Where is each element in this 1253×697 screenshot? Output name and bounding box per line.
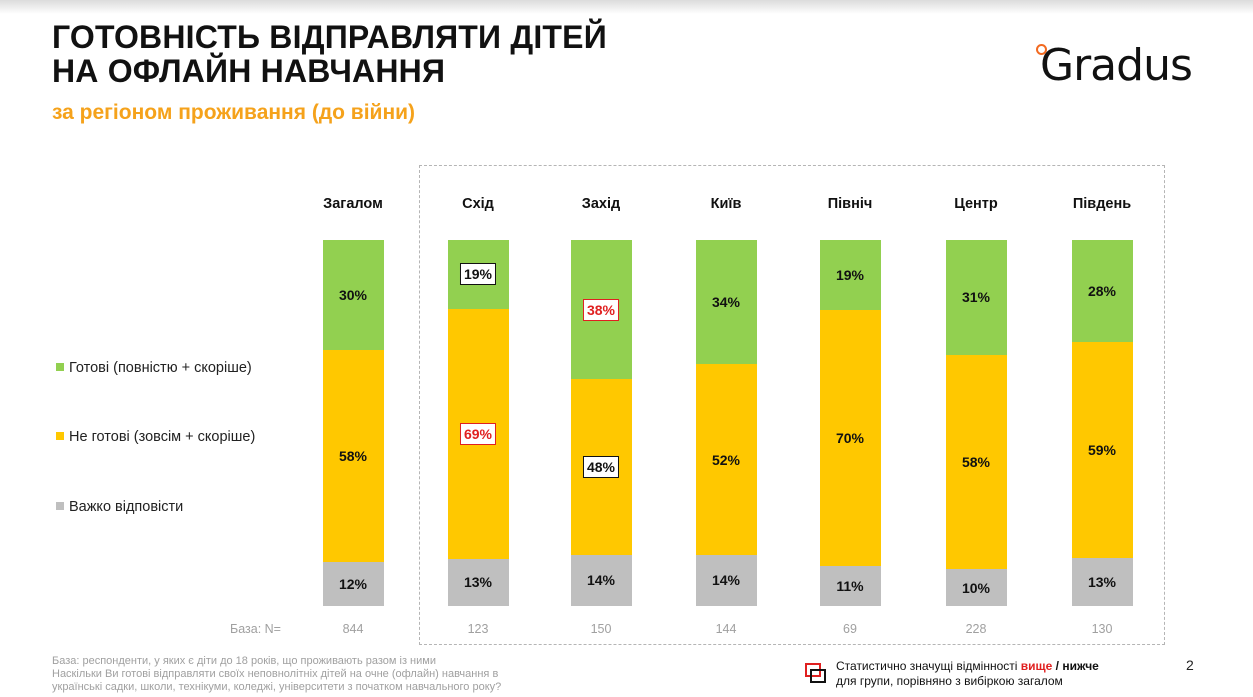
data-label: 52%	[711, 451, 741, 468]
footnote-line-2: Наскільки Ви готові відправляти своїх не…	[52, 668, 499, 680]
data-label: 58%	[961, 453, 991, 470]
data-label: 14%	[711, 572, 741, 589]
data-label: 13%	[1087, 574, 1117, 591]
category-label: Центр	[954, 196, 998, 212]
data-label: 28%	[1087, 283, 1117, 300]
bar-segment	[819, 565, 881, 606]
bar-segment	[447, 558, 509, 606]
bar-segment	[695, 364, 757, 555]
sig-lower: нижче	[1062, 659, 1099, 673]
category-label: Південь	[1072, 196, 1132, 212]
bar-segment	[1071, 342, 1133, 559]
gradus-logo: Gradus	[1040, 40, 1193, 91]
bar-segment	[322, 349, 384, 563]
footnote-line-3: українські садки, школи, технікуми, коле…	[52, 681, 502, 693]
data-label: 13%	[463, 574, 493, 591]
data-label: 70%	[835, 429, 865, 446]
sig-sep: /	[1052, 659, 1063, 673]
bar-segment	[945, 240, 1007, 355]
data-label: 14%	[586, 572, 616, 589]
page-title: ГОТОВНІСТЬ ВІДПРАВЛЯТИ ДІТЕЙ НА ОФЛАЙН Н…	[52, 20, 607, 88]
base-value: 130	[1091, 622, 1113, 636]
bar-segment	[819, 309, 881, 566]
data-label: 11%	[836, 577, 864, 594]
data-label: 19%	[459, 263, 497, 286]
legend-label: Готові (повністю + скоріше)	[69, 360, 252, 376]
category-label: Київ	[710, 196, 742, 212]
data-label: 69%	[459, 422, 497, 445]
bar-segment	[945, 354, 1007, 570]
regions-group-frame	[419, 165, 1165, 645]
bar-segment	[322, 240, 384, 350]
bar-segment	[322, 562, 384, 606]
title-line-2: НА ОФЛАЙН НАВЧАННЯ	[52, 53, 446, 89]
bar-segment	[695, 554, 757, 606]
data-label: 59%	[1087, 442, 1117, 459]
data-label: 34%	[711, 294, 741, 311]
base-value: 69	[843, 622, 857, 636]
legend-item: Готові (повністю + скоріше)	[56, 360, 252, 376]
legend-item: Не готові (зовсім + скоріше)	[56, 429, 255, 445]
sig-line-2: для групи, порівняно з вибіркою загалом	[836, 674, 1063, 688]
base-value: 150	[590, 622, 612, 636]
sig-higher: вище	[1020, 659, 1053, 673]
legend-label: Не готові (зовсім + скоріше)	[69, 429, 256, 445]
bar-segment	[1071, 558, 1133, 606]
data-label: 30%	[338, 286, 368, 303]
bar-segment	[695, 240, 757, 365]
page-number: 2	[1186, 657, 1194, 673]
base-value: 144	[715, 622, 737, 636]
sig-prefix: Статистично значущі відмінності	[836, 659, 1021, 673]
base-value: 123	[467, 622, 489, 636]
bar-segment	[1071, 240, 1133, 343]
data-label: 19%	[835, 266, 865, 283]
category-label: Загалом	[323, 196, 383, 212]
data-label: 38%	[582, 298, 620, 321]
legend-item: Важко відповісти	[56, 499, 183, 515]
top-shadow-bar	[0, 0, 1253, 14]
legend-swatch	[56, 432, 64, 440]
base-label: База: N=	[230, 622, 281, 636]
category-label: Захід	[581, 196, 621, 212]
footnote: База: респонденти, у яких є діти до 18 р…	[52, 655, 612, 694]
significance-note: Статистично значущі відмінності вище / н…	[836, 659, 1099, 689]
significance-icon	[805, 663, 826, 683]
data-label: 12%	[338, 576, 368, 593]
legend-label: Важко відповісти	[69, 499, 184, 515]
data-label: 31%	[961, 289, 991, 306]
base-value: 228	[965, 622, 987, 636]
data-label: 10%	[961, 579, 991, 596]
category-label: Північ	[827, 196, 873, 212]
data-label: 48%	[582, 455, 620, 478]
legend-swatch	[56, 502, 64, 510]
bar-segment	[819, 240, 881, 310]
logo-dot-icon	[1036, 44, 1047, 55]
bar-segment	[945, 569, 1007, 606]
bar-segment	[570, 554, 632, 606]
base-value: 844	[342, 622, 364, 636]
data-label: 58%	[338, 447, 368, 464]
title-line-1: ГОТОВНІСТЬ ВІДПРАВЛЯТИ ДІТЕЙ	[52, 19, 607, 55]
category-label: Схід	[462, 196, 494, 212]
legend-swatch	[56, 363, 64, 371]
footnote-line-1: База: респонденти, у яких є діти до 18 р…	[52, 655, 436, 667]
page-subtitle: за регіоном проживання (до війни)	[52, 101, 416, 124]
